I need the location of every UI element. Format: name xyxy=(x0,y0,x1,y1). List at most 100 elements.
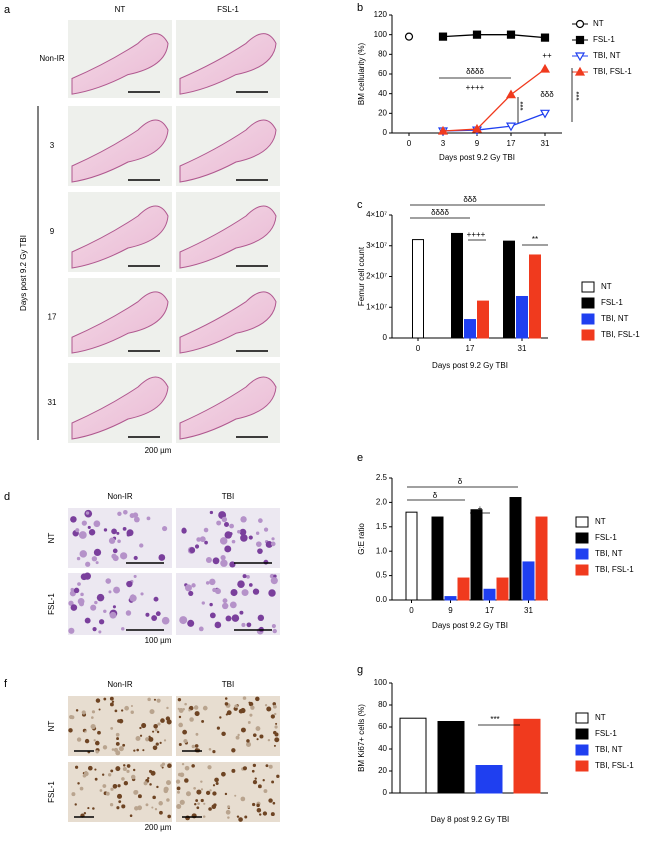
annotation: ++++ xyxy=(467,230,486,239)
cell xyxy=(98,619,105,625)
legend-swatch xyxy=(581,297,595,309)
stained-cell xyxy=(219,716,222,719)
cell xyxy=(214,621,222,629)
stained-cell xyxy=(87,806,90,810)
stained-cell xyxy=(145,737,150,742)
stained-cell xyxy=(152,795,156,800)
stained-cell xyxy=(147,776,150,780)
y-tick-label: 20 xyxy=(378,766,387,775)
annotation: *** xyxy=(575,91,584,100)
smear-image xyxy=(68,508,172,568)
cell xyxy=(113,586,121,594)
data-point xyxy=(505,89,517,99)
stained-cell xyxy=(90,723,96,730)
stained-cell xyxy=(156,698,161,703)
data-point xyxy=(540,33,550,42)
x-axis-label: Days post 9.2 Gy TBI xyxy=(432,361,508,370)
stained-cell xyxy=(184,778,189,783)
stained-cell xyxy=(139,734,143,737)
y-tick-label: 1.0 xyxy=(376,546,388,555)
stained-cell xyxy=(117,719,121,723)
cell xyxy=(90,604,97,611)
stained-cell xyxy=(236,815,240,818)
cell xyxy=(129,513,135,519)
stained-cell xyxy=(262,779,265,782)
row-label: NT xyxy=(47,533,56,544)
stained-cell xyxy=(271,780,275,784)
y-axis-label: BM Ki67+ cells (%) xyxy=(357,704,366,772)
stained-cell xyxy=(149,783,152,786)
legend-swatch xyxy=(575,760,589,772)
cell xyxy=(139,543,144,548)
cell xyxy=(270,577,278,585)
stained-cell xyxy=(193,705,199,710)
cell xyxy=(231,539,236,544)
stained-cell xyxy=(185,791,191,797)
stained-cell xyxy=(121,777,125,781)
stained-cell xyxy=(142,749,145,752)
stained-cell xyxy=(130,704,133,708)
stained-cell xyxy=(175,779,181,784)
bar xyxy=(412,239,424,339)
cell xyxy=(265,540,273,548)
stained-cell xyxy=(257,784,262,789)
cell xyxy=(129,594,137,602)
data-point xyxy=(506,30,516,39)
stained-cell xyxy=(194,711,200,717)
row-label: 9 xyxy=(50,227,55,236)
stained-cell xyxy=(91,710,96,714)
stained-cell xyxy=(150,770,156,776)
bar xyxy=(405,511,418,601)
legend-marker xyxy=(575,19,585,29)
stained-cell xyxy=(122,743,126,747)
stained-cell xyxy=(255,726,261,731)
column-label: TBI xyxy=(222,680,234,689)
stained-cell xyxy=(163,788,169,794)
row-label: 3 xyxy=(50,141,55,150)
bar xyxy=(464,319,476,339)
cell xyxy=(70,516,77,523)
stained-cell xyxy=(268,764,273,769)
cell xyxy=(222,598,228,604)
row-label: Non-IR xyxy=(39,54,65,63)
cell xyxy=(79,550,88,558)
ihc-image xyxy=(68,762,172,822)
row-label: FSL-1 xyxy=(47,593,56,615)
series-line xyxy=(442,68,546,132)
stained-cell xyxy=(274,737,280,743)
column-label: NT xyxy=(115,5,126,14)
row-label: 31 xyxy=(48,398,57,407)
stained-cell xyxy=(178,722,183,728)
stained-cell xyxy=(196,806,200,810)
x-axis-label: Days post 9.2 Gy TBI xyxy=(439,153,515,162)
stained-cell xyxy=(212,784,216,787)
legend-label: TBI, FSL-1 xyxy=(595,565,634,574)
cell xyxy=(112,605,116,609)
x-tick-label: 17 xyxy=(466,344,475,353)
annotation: ++++ xyxy=(466,83,485,92)
stained-cell xyxy=(256,738,259,741)
cell xyxy=(112,555,119,562)
bar xyxy=(522,561,535,601)
stained-cell xyxy=(252,779,258,785)
stained-cell xyxy=(124,705,129,711)
panel-letter: d xyxy=(4,491,10,503)
stained-cell xyxy=(200,798,204,803)
stained-cell xyxy=(272,704,277,709)
cell xyxy=(140,592,144,596)
stained-cell xyxy=(225,713,228,716)
stained-cell xyxy=(201,719,205,723)
cell xyxy=(84,617,91,624)
cell xyxy=(191,583,196,588)
cell xyxy=(209,612,216,619)
stained-cell xyxy=(184,702,187,706)
stained-cell xyxy=(75,709,79,712)
legend-label: TBI, FSL-1 xyxy=(593,67,632,76)
stained-cell xyxy=(181,762,185,766)
stained-cell xyxy=(81,710,86,715)
stained-cell xyxy=(94,777,98,781)
stained-cell xyxy=(231,748,236,753)
cell xyxy=(162,525,168,532)
cell xyxy=(246,574,250,579)
stained-cell xyxy=(249,713,253,717)
